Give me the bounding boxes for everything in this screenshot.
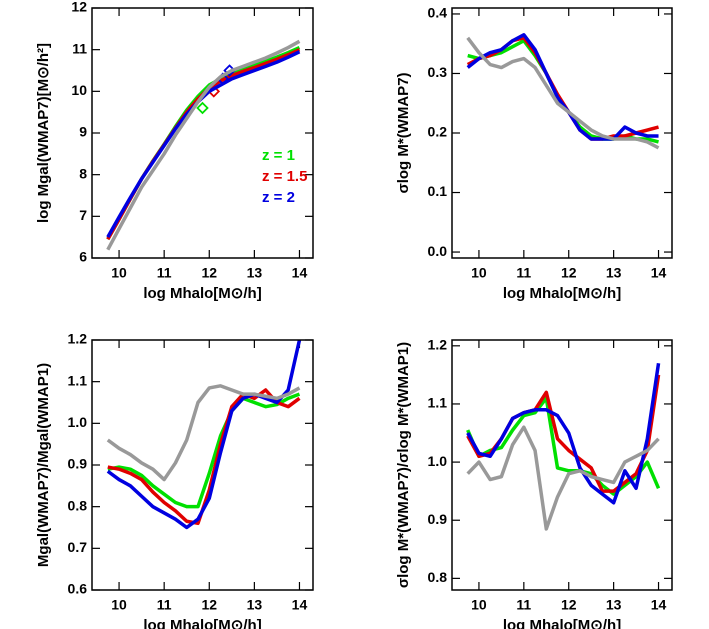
panel: 10 11 12 13 14 6 7 8 9 10 11 12 z = 1 z = 1.5 z = 2 log… [35,0,314,302]
y-tick-label: 9 [79,124,87,140]
y-tick-label: 0.8 [428,569,448,585]
y-tick-label: 1.1 [68,372,88,388]
series-line [466,425,660,531]
x-axis-title: log Mhalo[M⊙/h] [503,285,621,302]
plot-frame [451,7,673,259]
y-tick-label: 6 [79,249,87,265]
x-tick-label: 13 [606,597,622,613]
y-tick-label: 1.1 [428,395,448,411]
x-tick-label: 13 [606,265,622,281]
series-line [466,374,661,493]
series-line [107,392,301,509]
y-tick-label: 0.1 [428,183,448,199]
series-line [106,45,301,241]
x-tick-label: 14 [651,597,667,613]
x-axis-title: log Mhalo[M⊙/h] [143,285,261,302]
y-axis-title: log Mgal(WMAP7)[M⊙/h²] [35,43,52,223]
y-tick-label: 10 [71,82,87,98]
legend-text: z = 1 [262,147,295,164]
x-tick-label: 14 [292,597,308,613]
y-tick-label: 12 [71,0,87,15]
diamond-marker [196,101,209,115]
series-line [106,384,301,482]
x-tick-label: 13 [247,265,263,281]
x-tick-label: 14 [651,265,667,281]
y-tick-label: 8 [79,165,87,181]
plot-frame [91,7,314,259]
series-line [467,38,659,144]
x-tick-label: 10 [111,265,127,281]
x-tick-label: 12 [561,597,577,613]
series-line [106,340,302,530]
series-line [466,36,659,141]
x-tick-label: 11 [516,265,531,281]
panel: 10 11 12 13 14 0.8 0.9 1.0 1.1 1.2 log Mhalo[M⊙/h]… [395,337,673,629]
x-tick-label: 12 [201,597,217,613]
plot-frame [451,339,673,591]
panel: 10 11 12 13 14 0.0 0.1 0.2 0.3 0.4 log Mhalo[M⊙/h]… [395,5,673,302]
y-tick-label: 0.0 [428,243,448,259]
y-tick-label: 1.2 [428,337,448,353]
y-tick-label: 1.0 [68,414,88,430]
x-tick-label: 10 [471,265,487,281]
x-tick-label: 12 [561,265,577,281]
y-axis-title: σlog M*(WMAP7)/σlog M*(WMAP1) [395,342,412,588]
y-axis-title: Mgal(WMAP7)/Mgal(WMAP1) [35,363,52,567]
series-line [466,363,661,505]
series-line [106,48,301,241]
y-tick-label: 0.9 [68,456,88,472]
y-tick-label: 1.2 [68,331,88,347]
x-tick-label: 10 [471,597,487,613]
y-tick-label: 7 [79,207,87,223]
series-line [466,33,659,141]
x-tick-label: 12 [201,265,217,281]
series-line [106,50,301,239]
x-tick-label: 11 [157,597,172,613]
y-tick-label: 0.3 [428,64,448,80]
y-tick-label: 0.8 [68,497,88,513]
x-tick-label: 14 [292,265,308,281]
x-axis-title: log Mhalo[M⊙/h] [143,617,261,629]
y-tick-label: 11 [72,40,87,56]
series-line [107,388,301,526]
legend-text: z = 2 [262,189,295,206]
y-tick-label: 0.6 [68,581,88,597]
y-tick-label: 0.4 [428,5,448,21]
x-tick-label: 11 [157,265,172,281]
y-tick-label: 1.0 [428,453,448,469]
y-tick-label: 0.7 [68,539,88,555]
series-line [106,39,301,251]
series-line [466,396,661,496]
x-axis-title: log Mhalo[M⊙/h] [503,617,621,629]
legend-text: z = 1.5 [262,168,307,185]
y-axis-title: σlog M*(WMAP7) [395,72,412,193]
plot-frame [91,339,314,591]
y-tick-label: 0.2 [428,124,448,140]
panel: 10 11 12 13 14 0.6 0.7 0.8 0.9 1.0 1.1 1.2 log Mhalo… [35,331,314,629]
y-tick-label: 0.9 [428,511,448,527]
x-tick-label: 13 [247,597,263,613]
x-tick-label: 10 [111,597,127,613]
x-tick-label: 11 [516,597,531,613]
series-line [466,36,660,150]
